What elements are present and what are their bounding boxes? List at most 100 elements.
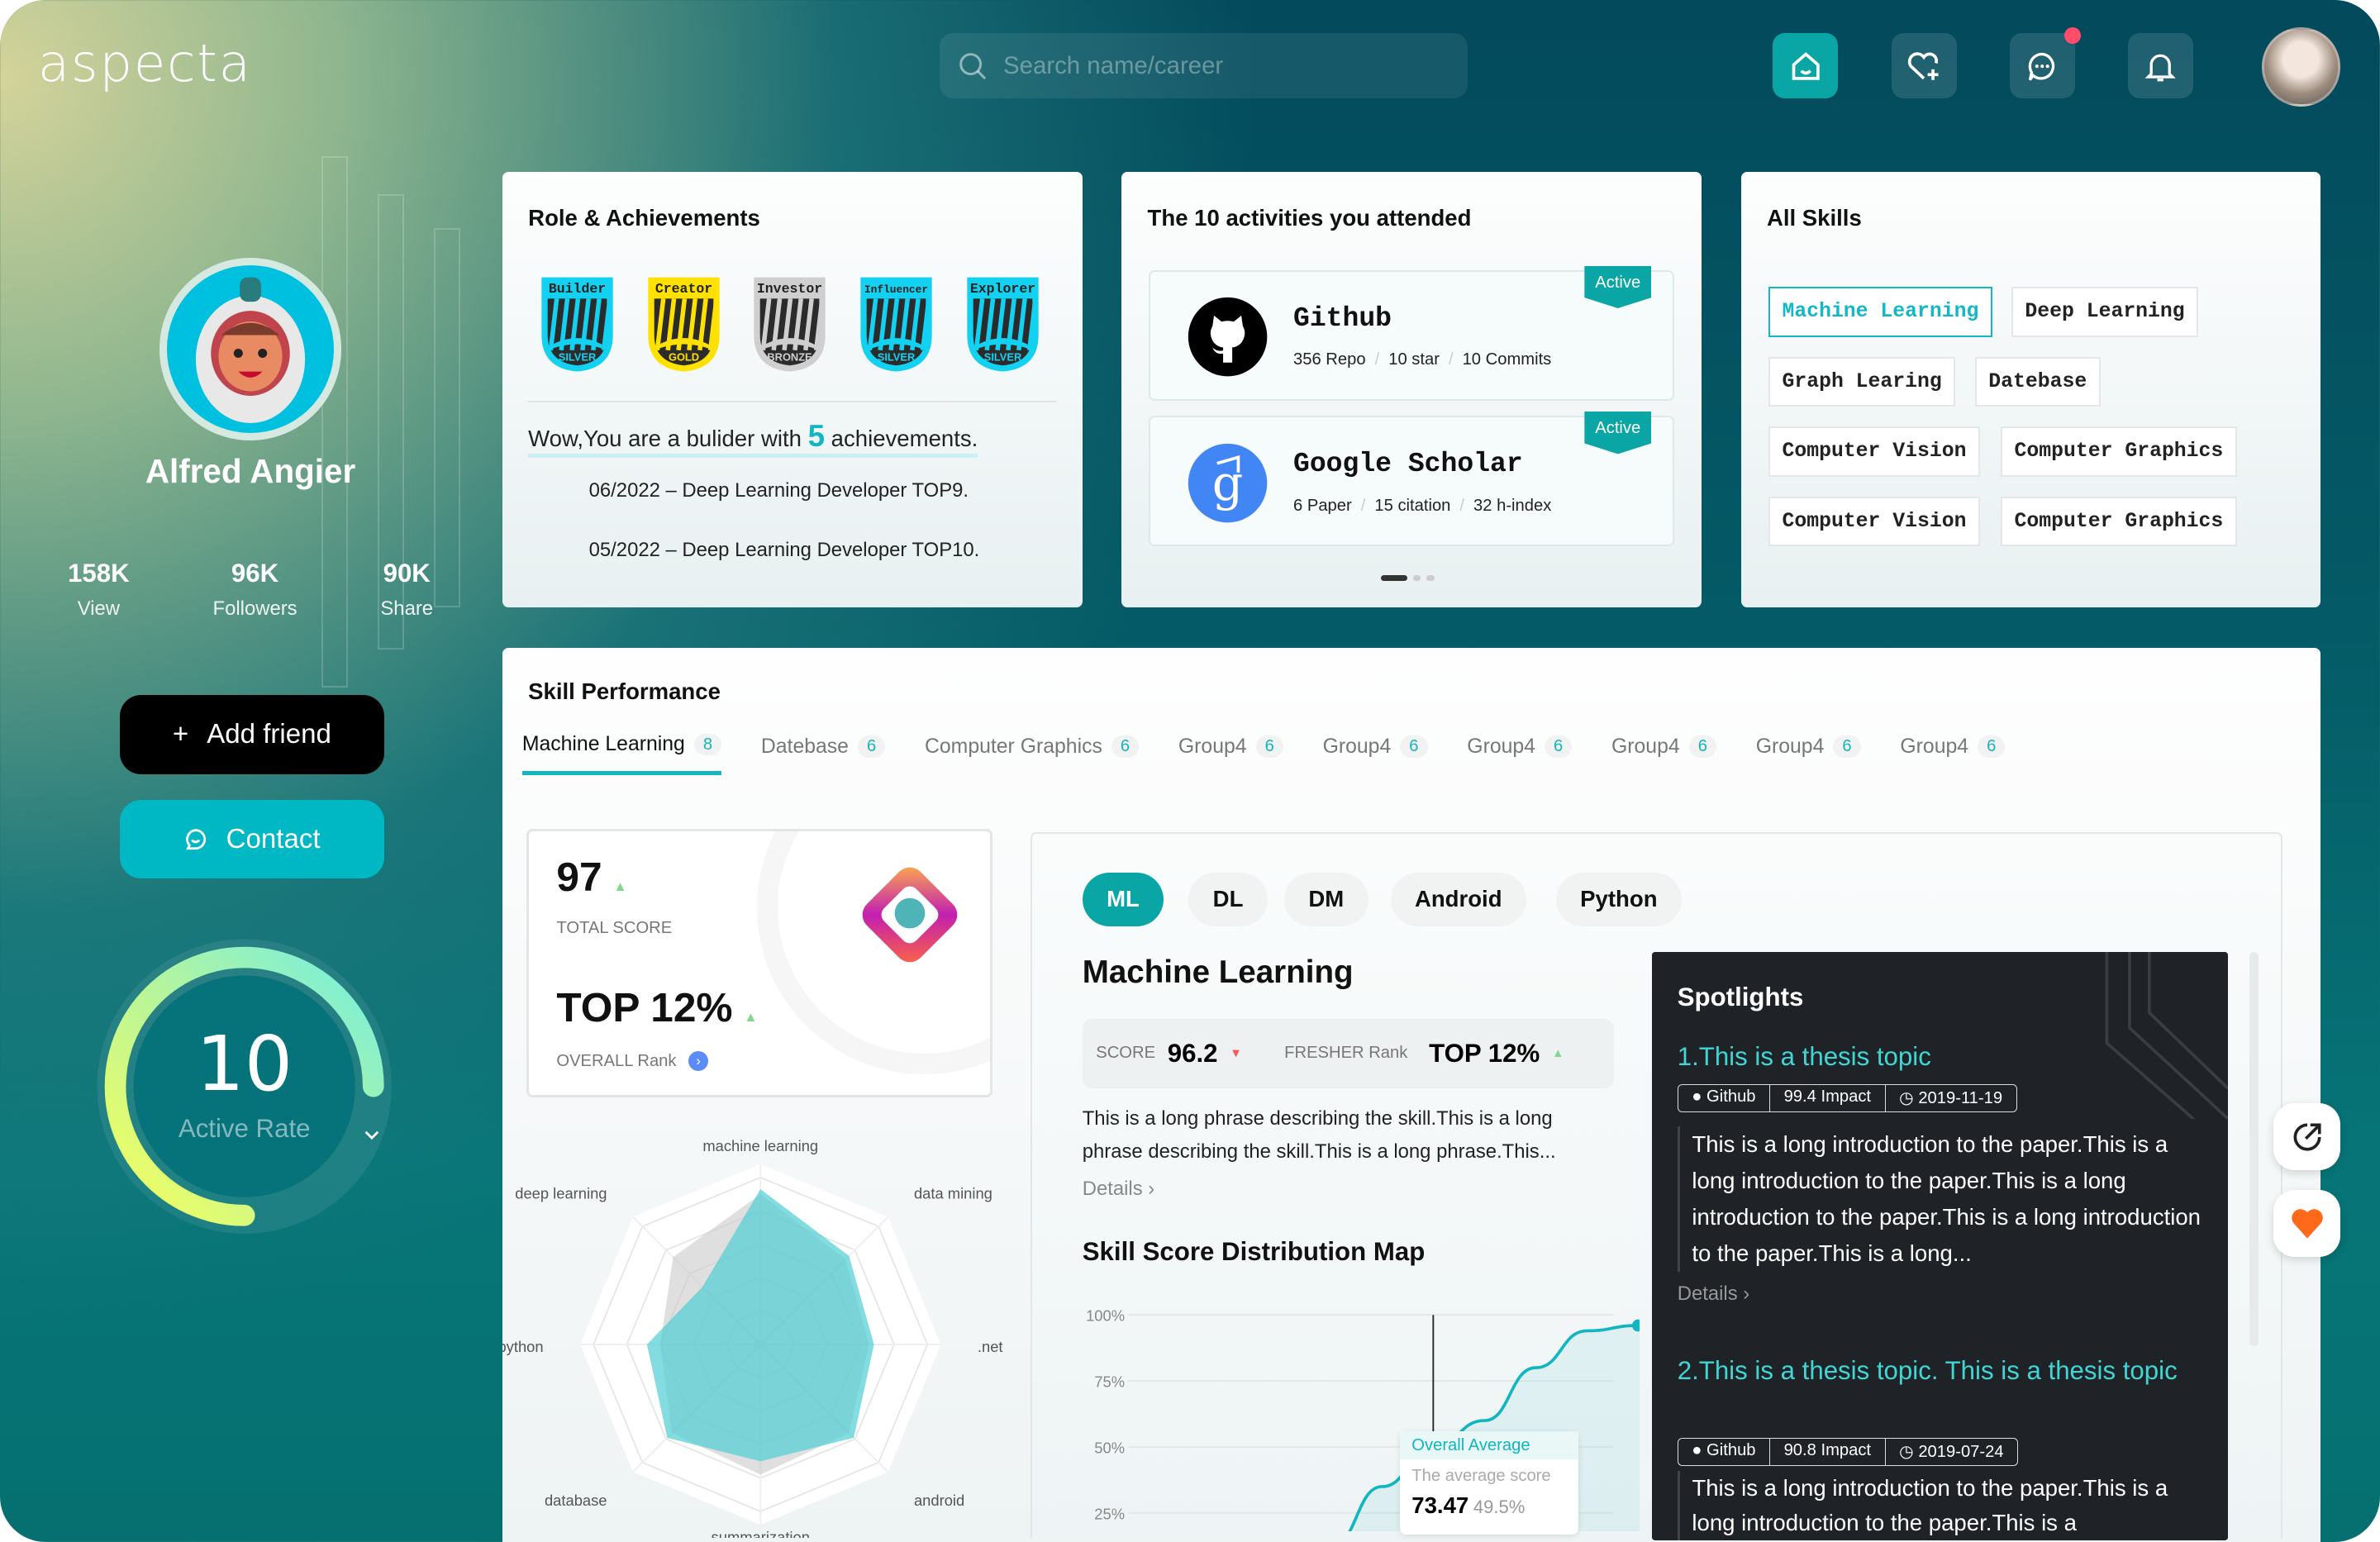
heart-icon xyxy=(2292,1209,2323,1239)
badge-explorer[interactable]: Explorer SILVER xyxy=(961,274,1045,374)
activity-stats: 6 Paper/15 citation/32 h-index xyxy=(1293,496,1552,515)
badge-builder[interactable]: Builder SILVER xyxy=(536,274,619,374)
messages-button[interactable] xyxy=(2009,27,2082,99)
skill-tag[interactable]: Graph Learing xyxy=(1768,356,1956,407)
skill-tab[interactable]: Group4 6 xyxy=(1900,733,2006,775)
total-score-value: 97 ▲ xyxy=(556,853,627,900)
scrollbar[interactable] xyxy=(2249,951,2259,1347)
pagination-dots[interactable] xyxy=(1381,575,1435,582)
skill-tag[interactable]: Deep Learning xyxy=(2011,287,2199,337)
tab-count: 6 xyxy=(857,735,886,758)
radar-axis-label: deep learning xyxy=(515,1185,607,1202)
skill-pill[interactable]: Python xyxy=(1555,873,1682,926)
distribution-line xyxy=(1348,1323,1640,1532)
favorites-button[interactable] xyxy=(1891,33,1957,99)
radar-axis-label: .net xyxy=(978,1339,1003,1356)
stat-shares: 90K Share xyxy=(380,558,434,620)
badge-tier: SILVER xyxy=(559,351,597,364)
skill-pill[interactable]: Android xyxy=(1390,873,1526,926)
active-badge: Active xyxy=(1584,411,1652,455)
google-scholar-icon: g xyxy=(1188,443,1268,522)
skill-tag[interactable]: Computer Graphics xyxy=(2000,496,2237,547)
home-button[interactable] xyxy=(1773,33,1839,99)
radar-series-1 xyxy=(646,1189,874,1462)
page-dot[interactable] xyxy=(1426,575,1435,582)
tab-count: 6 xyxy=(1255,735,1283,758)
thesis-intro: This is a long introduction to the paper… xyxy=(1677,1470,2202,1541)
skill-tab[interactable]: Group4 6 xyxy=(1611,733,1716,775)
distribution-title: Skill Score Distribution Map xyxy=(1082,1237,1426,1267)
search-icon xyxy=(959,52,987,79)
thesis-meta: ● Github 99.4 Impact ◷ 2019-11-19 xyxy=(1677,1083,2017,1112)
radar-axis-label: data mining xyxy=(914,1185,992,1202)
badge-investor[interactable]: Investor BRONZE xyxy=(748,274,831,374)
skill-performance-panel: Skill Performance Machine Learning 8 Dateb… xyxy=(502,648,2321,1542)
card-title: All Skills xyxy=(1766,204,1862,231)
share-icon xyxy=(2293,1123,2321,1151)
skill-tag[interactable]: Computer Graphics xyxy=(2000,426,2237,477)
details-link[interactable]: Details › xyxy=(1677,1283,1750,1306)
tab-count: 6 xyxy=(1400,735,1428,758)
data-point[interactable] xyxy=(1632,1319,1640,1331)
stat-followers: 96K Followers xyxy=(212,558,298,620)
decor-line xyxy=(434,227,460,607)
all-skills-card: All Skills Machine Learning Deep Learnin… xyxy=(1740,171,2321,607)
activity-github[interactable]: Github 356 Repo/10 star/10 Commits Activ… xyxy=(1149,265,1674,401)
skill-tag[interactable]: Datebase xyxy=(1974,356,2101,407)
skill-detail-panel: ML DL DM Android Python Machine Learning SCO… xyxy=(1031,831,2283,1541)
share-button[interactable] xyxy=(2273,1103,2341,1171)
skill-tab[interactable]: Group4 6 xyxy=(1323,733,1428,775)
tab-count: 6 xyxy=(1688,735,1716,758)
page-dot-active[interactable] xyxy=(1381,575,1407,582)
skill-pill[interactable]: DM xyxy=(1284,873,1368,926)
skill-tabs: Machine Learning 8 Datebase 6 Computer Graph… xyxy=(521,733,2006,776)
achievement-summary: Wow,You are a bulider with 5 achievement… xyxy=(528,419,978,458)
skill-tab[interactable]: Datebase 6 xyxy=(761,733,886,775)
skill-tag[interactable]: Computer Vision xyxy=(1768,426,1981,477)
notifications-button[interactable] xyxy=(2128,33,2194,99)
decor-lines xyxy=(2105,951,2229,1119)
chevron-right-icon[interactable]: › xyxy=(688,1051,709,1072)
add-friend-button[interactable]: + Add friend xyxy=(120,695,384,774)
date: ◷ 2019-11-19 xyxy=(1899,1089,2003,1108)
skill-tag[interactable]: Computer Vision xyxy=(1768,496,1981,547)
badge-creator[interactable]: Creator GOLD xyxy=(642,274,726,374)
score-summary: SCORE 96.2 ▼ FRESHER Rank TOP 12% ▲ xyxy=(1082,1018,1614,1089)
spotlights-title: Spotlights xyxy=(1677,982,1804,1011)
skill-tab[interactable]: Group4 6 xyxy=(1467,733,1573,775)
skill-tag[interactable]: Machine Learning xyxy=(1768,287,1993,337)
contact-button[interactable]: Contact xyxy=(120,799,384,879)
logo[interactable]: aspecta xyxy=(37,33,252,94)
y-tick-label: 75% xyxy=(1094,1373,1125,1390)
skill-tab[interactable]: Machine Learning 8 xyxy=(521,733,722,776)
skill-pill[interactable]: ML xyxy=(1082,873,1164,926)
search-bar[interactable] xyxy=(939,33,1468,99)
skill-tab[interactable]: Computer Graphics 6 xyxy=(925,733,1140,775)
trend-up-icon: ▲ xyxy=(613,878,627,894)
badge-influencer[interactable]: Influencer SILVER xyxy=(854,274,938,374)
skill-tab[interactable]: Group4 6 xyxy=(1756,733,1861,775)
skill-tab[interactable]: Group4 6 xyxy=(1178,733,1283,775)
stat-views: 158K View xyxy=(68,558,130,620)
skill-pill[interactable]: DL xyxy=(1188,873,1268,926)
decor-line xyxy=(378,194,404,650)
chevron-down-icon[interactable] xyxy=(364,1131,379,1140)
profile-name: Alfred Angier xyxy=(145,452,356,491)
search-input[interactable] xyxy=(1003,51,1444,80)
radar-axis-label: database xyxy=(545,1492,607,1509)
user-avatar[interactable] xyxy=(2261,27,2341,107)
details-link[interactable]: Details › xyxy=(1082,1178,1155,1201)
page-dot[interactable] xyxy=(1412,575,1421,582)
achievements-card: Role & Achievements Builder SILVER Creator… xyxy=(502,171,1083,607)
activity-google-scholar[interactable]: g Google Scholar 6 Paper/15 citation/32 … xyxy=(1149,411,1674,547)
like-button[interactable] xyxy=(2273,1189,2341,1257)
activity-name: Github xyxy=(1293,302,1392,334)
heart-plus-icon xyxy=(1907,52,1939,80)
overall-rank-value: TOP 12% ▲ xyxy=(556,983,758,1030)
thesis-topic-link[interactable]: 1.This is a thesis topic xyxy=(1677,1041,1931,1071)
badge-tier: SILVER xyxy=(983,351,1021,364)
gem-trophy-icon xyxy=(863,867,958,963)
badge-name: Explorer xyxy=(969,281,1035,297)
thesis-topic-link[interactable]: 2.This is a thesis topic. This is a thes… xyxy=(1677,1355,2178,1385)
